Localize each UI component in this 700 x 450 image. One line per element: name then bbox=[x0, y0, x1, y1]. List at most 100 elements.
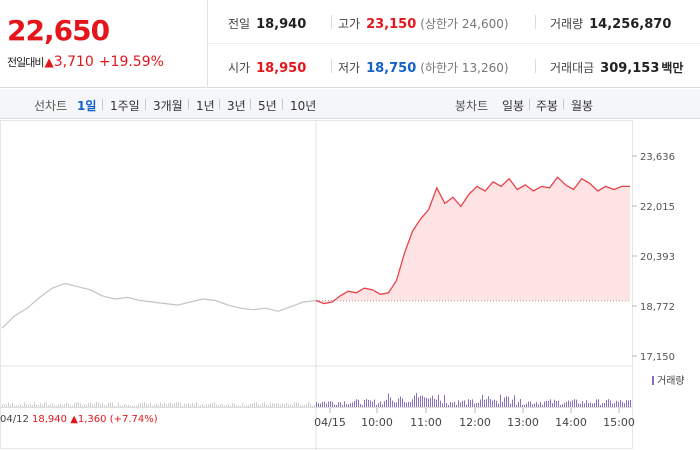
volume-bar bbox=[406, 402, 407, 407]
volume-bar bbox=[172, 404, 173, 407]
volume-bar bbox=[170, 402, 171, 407]
volume-bar bbox=[122, 405, 123, 407]
x-tick-label: 13:00 bbox=[507, 416, 539, 429]
volume-bar bbox=[300, 405, 301, 407]
volume-bar bbox=[394, 402, 395, 407]
volume-bar bbox=[424, 397, 425, 407]
volume-bar bbox=[168, 403, 169, 407]
stat-label: 시가 bbox=[228, 61, 251, 75]
volume-bar bbox=[124, 404, 125, 407]
volume-bar bbox=[164, 402, 165, 407]
y-tick-label: 17,150 bbox=[640, 352, 675, 363]
volume-bar bbox=[396, 402, 397, 407]
period-1y-button[interactable]: 1년 bbox=[196, 99, 215, 113]
prev-day-summary: 04/12 18,940 ▲1,360 (+7.74%) bbox=[0, 414, 158, 425]
volume-bar bbox=[112, 402, 113, 407]
volume-bar bbox=[490, 399, 491, 407]
volume-bar bbox=[496, 400, 497, 407]
volume-bar bbox=[480, 399, 481, 407]
volume-bar bbox=[410, 402, 411, 407]
period-10y-button[interactable]: 10년 bbox=[290, 99, 317, 113]
period-5y-button[interactable]: 5년 bbox=[258, 99, 277, 113]
change-percent: +19.59% bbox=[98, 54, 164, 70]
prev-day-price-line bbox=[1, 282, 317, 329]
volume-bar bbox=[192, 403, 193, 407]
volume-bar bbox=[220, 404, 221, 407]
period-3y-button[interactable]: 3년 bbox=[227, 99, 246, 113]
volume-bar bbox=[206, 403, 207, 407]
volume-bar bbox=[270, 403, 271, 407]
period-1w-button[interactable]: 1주일 bbox=[110, 99, 140, 113]
volume-bar bbox=[280, 404, 281, 407]
volume-bar bbox=[436, 399, 437, 407]
volume-bar bbox=[108, 403, 109, 407]
volume-bar bbox=[618, 401, 619, 407]
volume-bar bbox=[190, 404, 191, 407]
volume-bar bbox=[320, 403, 321, 407]
line-chart-label: 선차트 bbox=[34, 99, 68, 113]
volume-bar bbox=[86, 404, 87, 407]
volume-bar bbox=[30, 403, 31, 407]
volume-bar bbox=[590, 402, 591, 407]
price-box: 22,650 전일대비▲3,710 +19.59% bbox=[0, 0, 208, 88]
stat-value: 18,940 bbox=[256, 17, 307, 32]
x-tick-label: 15:00 bbox=[603, 416, 635, 429]
volume-bar bbox=[614, 402, 615, 407]
volume-bar bbox=[54, 405, 55, 407]
volume-bar bbox=[526, 403, 527, 407]
volume-bar bbox=[422, 395, 423, 407]
volume-bar bbox=[46, 402, 47, 407]
stats-row-2: 시가 18,950 저가 18,750 (하한가 13,260) 거래대금 309,15… bbox=[208, 44, 700, 88]
volume-bar bbox=[344, 401, 345, 407]
divider bbox=[331, 15, 332, 29]
volume-bar bbox=[560, 404, 561, 407]
volume-bar bbox=[272, 403, 273, 407]
volume-bar bbox=[116, 405, 117, 407]
volume-bar bbox=[162, 404, 163, 407]
current-price: 22,650 bbox=[7, 14, 110, 47]
volume-bar bbox=[414, 395, 415, 407]
volume-bar bbox=[360, 403, 361, 407]
volume-bar bbox=[148, 404, 149, 407]
stat-label: 거래대금 bbox=[550, 61, 595, 75]
volume-bar bbox=[288, 403, 289, 407]
volume-bar bbox=[620, 400, 621, 407]
volume-bar bbox=[92, 404, 93, 407]
volume-legend-label: 거래량 bbox=[657, 376, 685, 387]
period-1d-button[interactable]: 1일 bbox=[77, 99, 97, 113]
volume-bar bbox=[610, 400, 611, 407]
divider bbox=[102, 99, 103, 110]
volume-bar bbox=[368, 399, 369, 407]
volume-bars bbox=[0, 392, 632, 408]
divider bbox=[250, 99, 251, 110]
volume-bar bbox=[224, 405, 225, 407]
volume-bar bbox=[242, 403, 243, 407]
volume-bar bbox=[102, 402, 103, 407]
divider bbox=[331, 59, 332, 73]
candle-weekly-button[interactable]: 주봉 bbox=[536, 99, 559, 113]
candle-monthly-button[interactable]: 월봉 bbox=[571, 99, 594, 113]
volume-bar bbox=[594, 403, 595, 407]
volume-bar bbox=[142, 403, 143, 407]
volume-bar bbox=[504, 397, 505, 407]
volume-bar bbox=[282, 403, 283, 407]
period-3m-button[interactable]: 3개월 bbox=[153, 99, 183, 113]
volume-bar bbox=[622, 401, 623, 407]
volume-bar bbox=[464, 400, 465, 407]
divider bbox=[529, 99, 530, 110]
volume-bar bbox=[352, 402, 353, 407]
volume-bar bbox=[214, 402, 215, 407]
volume-bar bbox=[494, 399, 495, 407]
volume-bar bbox=[104, 404, 105, 407]
volume-bar bbox=[126, 404, 127, 407]
volume-bar bbox=[268, 405, 269, 407]
stat-prev-close: 전일 18,940 bbox=[228, 15, 306, 32]
volume-bar bbox=[128, 404, 129, 407]
candle-daily-button[interactable]: 일봉 bbox=[502, 99, 525, 113]
volume-bar bbox=[234, 403, 235, 407]
volume-bar bbox=[600, 404, 601, 407]
volume-bar bbox=[56, 405, 57, 407]
volume-legend: 거래량 bbox=[652, 372, 685, 387]
volume-bar bbox=[106, 405, 107, 407]
stat-value: 309,153 bbox=[600, 61, 660, 76]
